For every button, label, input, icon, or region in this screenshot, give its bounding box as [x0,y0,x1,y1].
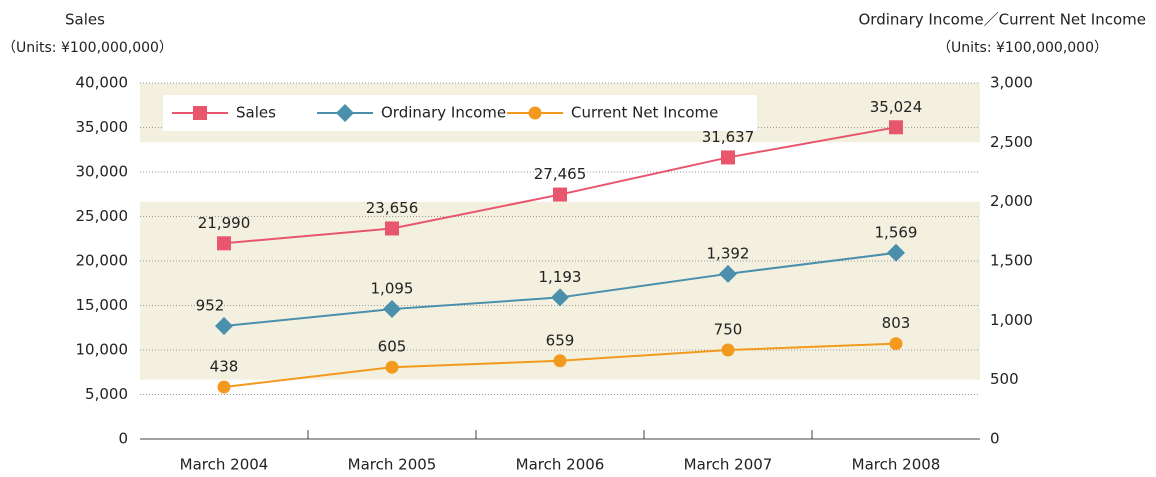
x-tick-label: March 2004 [180,456,269,474]
y-axis-title: Sales [65,11,105,29]
data-point [383,300,401,319]
data-label: 1,095 [371,280,414,298]
x-tick-label: March 2005 [348,456,437,474]
data-label: 35,024 [870,98,923,116]
y2-tick-label: 1,000 [990,311,1033,329]
y-tick-label: 25,000 [76,207,129,225]
data-label: 952 [196,297,225,315]
x-tick-label: March 2007 [684,456,773,474]
legend-marker [336,104,354,122]
y-tick-label: 40,000 [76,74,129,92]
y2-axis-units: （Units: ¥100,000,000） [937,40,1108,56]
data-label: 23,656 [366,199,419,217]
data-label: 1,193 [539,268,582,286]
y-tick-label: 15,000 [76,296,129,314]
data-point [721,150,735,165]
data-label: 659 [546,331,575,349]
data-point [553,354,567,368]
data-point [385,221,399,236]
data-label: 438 [210,358,239,376]
legend-label: Current Net Income [571,104,718,122]
data-point [721,343,735,357]
data-point [217,236,231,251]
y2-tick-label: 1,500 [990,252,1033,270]
data-label: 21,990 [198,214,251,232]
y-tick-label: 35,000 [76,118,129,136]
legend-label: Ordinary Income [381,104,506,122]
data-label: 31,637 [702,128,755,146]
data-label: 1,392 [707,244,750,262]
data-point [215,317,233,336]
y-tick-label: 30,000 [76,163,129,181]
y-tick-label: 5,000 [85,385,128,403]
legend-label: Sales [236,104,276,122]
data-point [889,337,903,351]
data-point [385,360,399,374]
y-tick-label: 10,000 [76,341,129,359]
y-tick-label: 0 [118,430,128,448]
data-point [889,120,903,135]
data-label: 1,569 [875,223,918,241]
data-point [887,243,905,262]
x-tick-label: March 2006 [516,456,605,474]
y2-tick-label: 2,500 [990,133,1033,151]
data-point [553,187,567,202]
data-label: 605 [378,338,407,356]
data-point [719,264,737,283]
legend-marker [528,106,542,120]
y2-tick-label: 2,000 [990,192,1033,210]
data-label: 803 [882,314,911,332]
legend-marker [193,106,207,120]
data-point [217,380,231,394]
y2-axis-title: Ordinary Income／Current Net Income [858,11,1146,29]
y2-tick-label: 0 [990,430,1000,448]
x-tick-label: March 2008 [852,456,941,474]
data-label: 750 [714,321,743,339]
data-label: 27,465 [534,165,587,183]
y2-tick-label: 3,000 [990,74,1033,92]
data-point [551,288,569,307]
y-axis-units: （Units: ¥100,000,000） [2,40,173,56]
band [140,201,980,261]
legend: Sales Ordinary Income Current Net Income [163,95,757,131]
y2-tick-label: 500 [990,370,1019,388]
y-tick-label: 20,000 [76,252,129,270]
legend-box [163,95,757,131]
